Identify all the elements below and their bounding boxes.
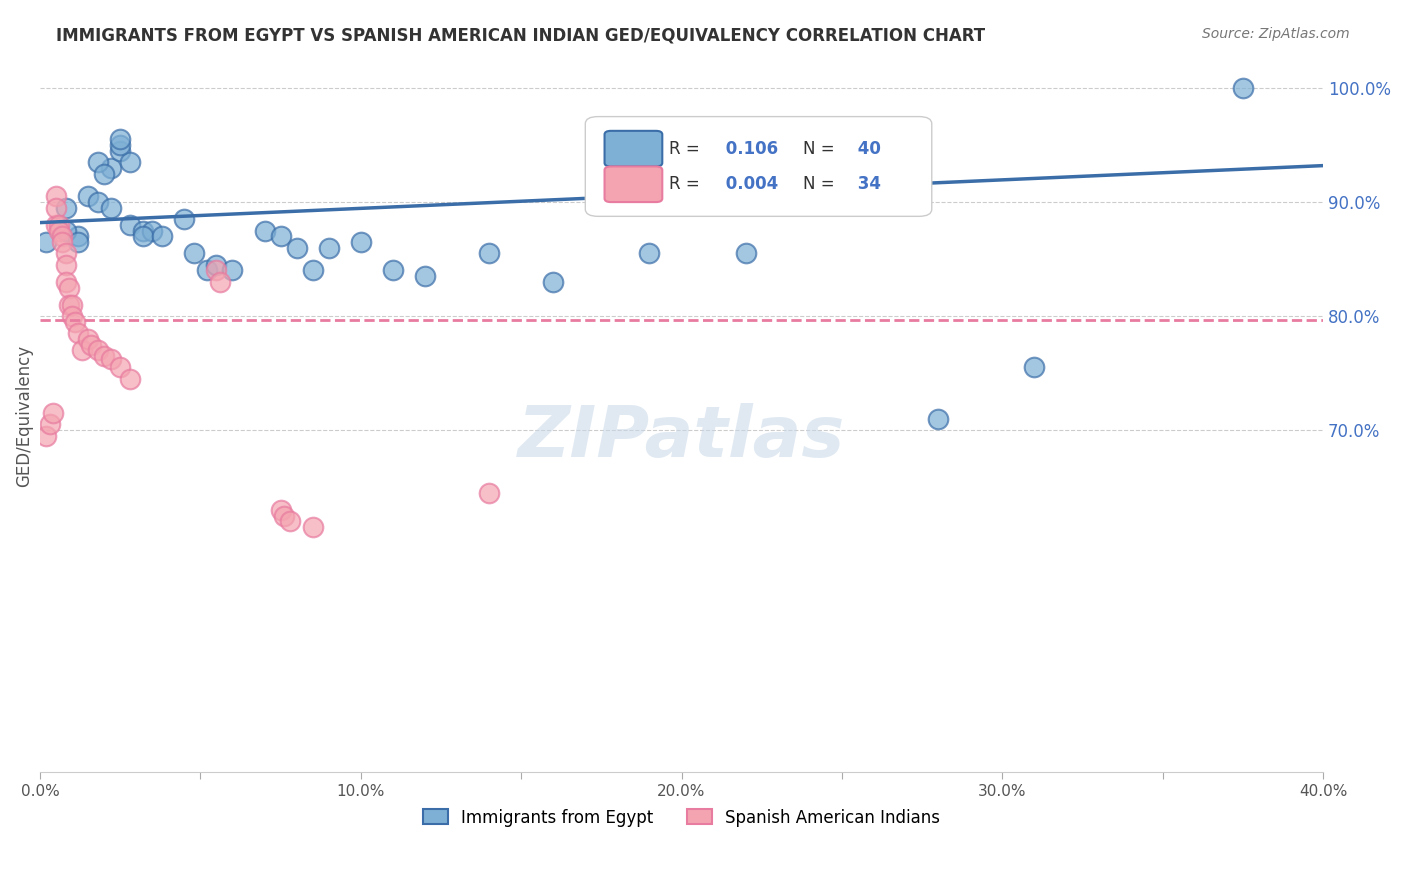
Point [183, 246, 205, 260]
Point [38, 417, 60, 432]
Point [118, 372, 141, 386]
Point [48, 224, 70, 238]
Point [118, 155, 141, 169]
FancyBboxPatch shape [605, 131, 662, 167]
Point [108, 144, 131, 158]
Point [205, 263, 228, 277]
Point [100, 201, 122, 215]
Point [1232, 81, 1254, 95]
Text: N =: N = [803, 140, 835, 158]
Point [48, 218, 70, 232]
Point [301, 263, 323, 277]
Point [67, 229, 90, 244]
Point [638, 246, 661, 260]
Point [77, 189, 100, 203]
Point [80, 337, 103, 351]
Legend: Immigrants from Egypt, Spanish American Indians: Immigrants from Egypt, Spanish American … [415, 800, 949, 835]
FancyBboxPatch shape [605, 167, 662, 202]
Point [108, 132, 131, 146]
Point [734, 246, 756, 260]
Point [55, 201, 77, 215]
Y-axis label: GED/Equivalency: GED/Equivalency [15, 345, 32, 487]
Point [278, 514, 301, 528]
FancyBboxPatch shape [585, 117, 932, 217]
Text: R =: R = [669, 176, 699, 194]
Point [478, 485, 501, 500]
Point [60, 309, 83, 323]
Point [93, 349, 115, 363]
Text: Source: ZipAtlas.com: Source: ZipAtlas.com [1202, 27, 1350, 41]
Point [45, 218, 67, 232]
Point [86, 195, 108, 210]
Point [67, 326, 90, 341]
Point [927, 411, 949, 425]
Point [270, 229, 292, 244]
Point [131, 224, 153, 238]
Point [67, 235, 90, 249]
Point [35, 429, 58, 443]
Text: 40: 40 [852, 140, 882, 158]
Point [1024, 360, 1046, 375]
Point [58, 280, 80, 294]
Point [65, 315, 87, 329]
Point [35, 235, 58, 249]
Point [93, 167, 115, 181]
Point [150, 229, 173, 244]
Point [350, 235, 373, 249]
Point [55, 258, 77, 272]
Point [100, 352, 122, 367]
Point [60, 298, 83, 312]
Text: 0.004: 0.004 [720, 176, 779, 194]
Point [108, 360, 131, 375]
Point [77, 332, 100, 346]
Point [108, 138, 131, 153]
Text: N =: N = [803, 176, 835, 194]
Text: IMMIGRANTS FROM EGYPT VS SPANISH AMERICAN INDIAN GED/EQUIVALENCY CORRELATION CHA: IMMIGRANTS FROM EGYPT VS SPANISH AMERICA… [56, 27, 986, 45]
Point [55, 224, 77, 238]
Point [173, 212, 195, 227]
Text: ZIPatlas: ZIPatlas [517, 402, 845, 472]
Point [51, 229, 73, 244]
Point [195, 263, 218, 277]
Point [141, 224, 163, 238]
Text: 34: 34 [852, 176, 882, 194]
Point [118, 218, 141, 232]
Point [301, 520, 323, 534]
Point [478, 246, 501, 260]
Point [55, 275, 77, 289]
Point [70, 343, 93, 358]
Point [221, 263, 243, 277]
Point [86, 155, 108, 169]
Point [205, 258, 228, 272]
Point [381, 263, 404, 277]
Point [273, 508, 295, 523]
Point [318, 241, 340, 255]
Point [131, 229, 153, 244]
Point [55, 246, 77, 260]
Point [58, 298, 80, 312]
Point [45, 189, 67, 203]
Point [45, 201, 67, 215]
Point [413, 269, 436, 284]
Point [270, 503, 292, 517]
Point [86, 343, 108, 358]
Point [285, 241, 308, 255]
Point [208, 275, 231, 289]
Point [541, 275, 564, 289]
Text: R =: R = [669, 140, 699, 158]
Point [51, 235, 73, 249]
Point [253, 224, 276, 238]
Point [100, 161, 122, 175]
Text: 0.106: 0.106 [720, 140, 778, 158]
Point [42, 406, 65, 420]
